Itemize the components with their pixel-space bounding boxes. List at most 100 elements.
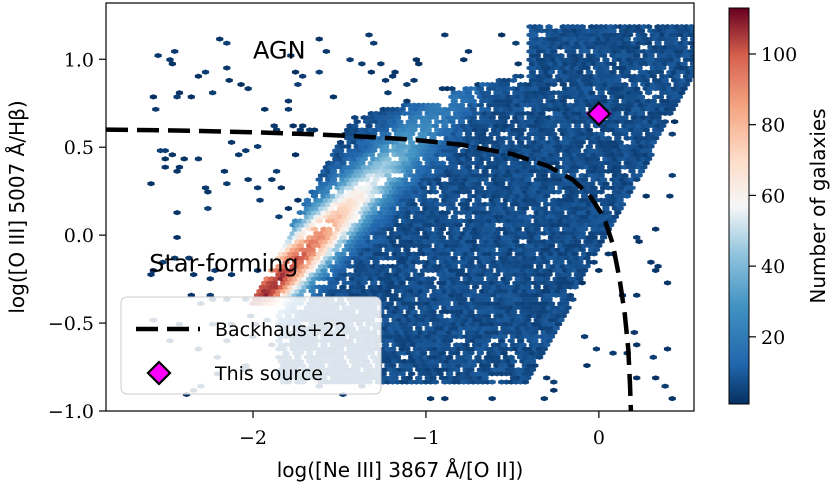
hexbin bbox=[505, 251, 513, 257]
hexbin bbox=[438, 350, 447, 356]
hexbin bbox=[467, 259, 475, 265]
hexbin bbox=[521, 379, 529, 385]
hexbin bbox=[668, 396, 676, 402]
hexbin bbox=[315, 176, 323, 183]
hexbin bbox=[597, 172, 605, 179]
hexbin bbox=[358, 160, 366, 166]
hexbin bbox=[372, 176, 380, 183]
hexbin bbox=[325, 259, 333, 265]
hexbin bbox=[481, 342, 489, 348]
hexbin bbox=[282, 259, 290, 265]
hexbin bbox=[543, 342, 551, 348]
hexbin bbox=[557, 259, 565, 265]
hexbin bbox=[284, 205, 293, 212]
hexbin bbox=[419, 185, 428, 191]
hexbin bbox=[502, 280, 511, 286]
hexbin bbox=[431, 197, 439, 203]
hexbin bbox=[147, 272, 155, 278]
hexbin bbox=[580, 226, 589, 232]
hexbin bbox=[666, 193, 674, 199]
hexbin bbox=[521, 205, 529, 212]
hexbin bbox=[576, 276, 584, 282]
hexbin bbox=[325, 226, 333, 232]
hexbin bbox=[329, 176, 338, 183]
hexbin bbox=[431, 379, 439, 385]
hexbin bbox=[498, 181, 506, 187]
hexbin bbox=[149, 267, 157, 274]
x-tick-label: −2 bbox=[239, 427, 267, 449]
hexbin bbox=[621, 172, 629, 179]
hexbin bbox=[479, 263, 487, 269]
hexbin bbox=[616, 205, 624, 212]
hexbin bbox=[384, 90, 392, 96]
hexbin bbox=[514, 226, 522, 232]
hexbin bbox=[457, 267, 465, 274]
hexbin bbox=[507, 338, 515, 344]
hexbin bbox=[365, 32, 373, 38]
hexbin bbox=[483, 338, 492, 344]
hexbin bbox=[476, 185, 484, 191]
hexbin bbox=[652, 226, 660, 232]
hexbin bbox=[540, 205, 548, 212]
hexbin bbox=[206, 276, 214, 282]
hexbin bbox=[668, 172, 676, 179]
hexbin bbox=[462, 342, 470, 348]
hexbin bbox=[543, 276, 551, 282]
hexbin bbox=[464, 156, 473, 162]
hexbin bbox=[590, 259, 598, 265]
hexbin bbox=[626, 189, 634, 195]
hexbin bbox=[528, 367, 537, 373]
hexbin bbox=[500, 350, 508, 356]
hexbin bbox=[393, 354, 402, 360]
hexbin bbox=[453, 276, 461, 282]
hexbin bbox=[455, 222, 463, 228]
hexbin bbox=[635, 238, 643, 245]
hexbin bbox=[367, 69, 375, 75]
hexbin bbox=[476, 350, 484, 356]
hexbin bbox=[450, 164, 458, 170]
hexbin bbox=[441, 396, 449, 402]
hexbin bbox=[592, 346, 601, 352]
x-axis: −2 −1 0 bbox=[239, 411, 605, 449]
hexbin bbox=[488, 255, 496, 261]
hexbin bbox=[211, 267, 219, 274]
hexbin bbox=[450, 263, 458, 269]
hexbin bbox=[204, 189, 212, 195]
hexbin bbox=[315, 218, 323, 224]
hexbin bbox=[389, 238, 397, 245]
hexbin bbox=[540, 396, 548, 402]
hexbin bbox=[223, 181, 231, 187]
hexbin bbox=[533, 234, 541, 241]
hexbin bbox=[329, 168, 338, 174]
hexbin bbox=[227, 139, 236, 145]
hexbin bbox=[642, 193, 650, 199]
hexbin bbox=[381, 77, 390, 83]
hexbin bbox=[614, 160, 622, 166]
hexbin bbox=[616, 197, 624, 203]
hexbin bbox=[507, 205, 515, 212]
hexbin bbox=[429, 284, 437, 290]
hexbin bbox=[654, 263, 662, 269]
hexbin bbox=[663, 346, 672, 352]
hexbin bbox=[325, 251, 333, 257]
hexbin bbox=[531, 362, 539, 369]
hexbin bbox=[540, 197, 548, 203]
hexbin bbox=[412, 230, 420, 236]
hexbin bbox=[531, 338, 539, 344]
hexbin bbox=[325, 185, 333, 191]
hexbin bbox=[149, 94, 157, 100]
hexbin bbox=[580, 267, 589, 274]
hexbin bbox=[547, 334, 556, 340]
hexbin bbox=[481, 168, 489, 174]
hexbin bbox=[310, 127, 319, 133]
hexbin bbox=[633, 234, 641, 241]
hexbin bbox=[299, 288, 307, 294]
hexbin bbox=[500, 342, 508, 348]
hexbin bbox=[403, 346, 411, 352]
hexbin bbox=[415, 325, 423, 331]
hexbin bbox=[173, 210, 181, 216]
hexbin bbox=[308, 288, 316, 294]
hexbin bbox=[455, 329, 463, 336]
hexbin bbox=[671, 119, 679, 125]
hexbin bbox=[370, 205, 378, 212]
